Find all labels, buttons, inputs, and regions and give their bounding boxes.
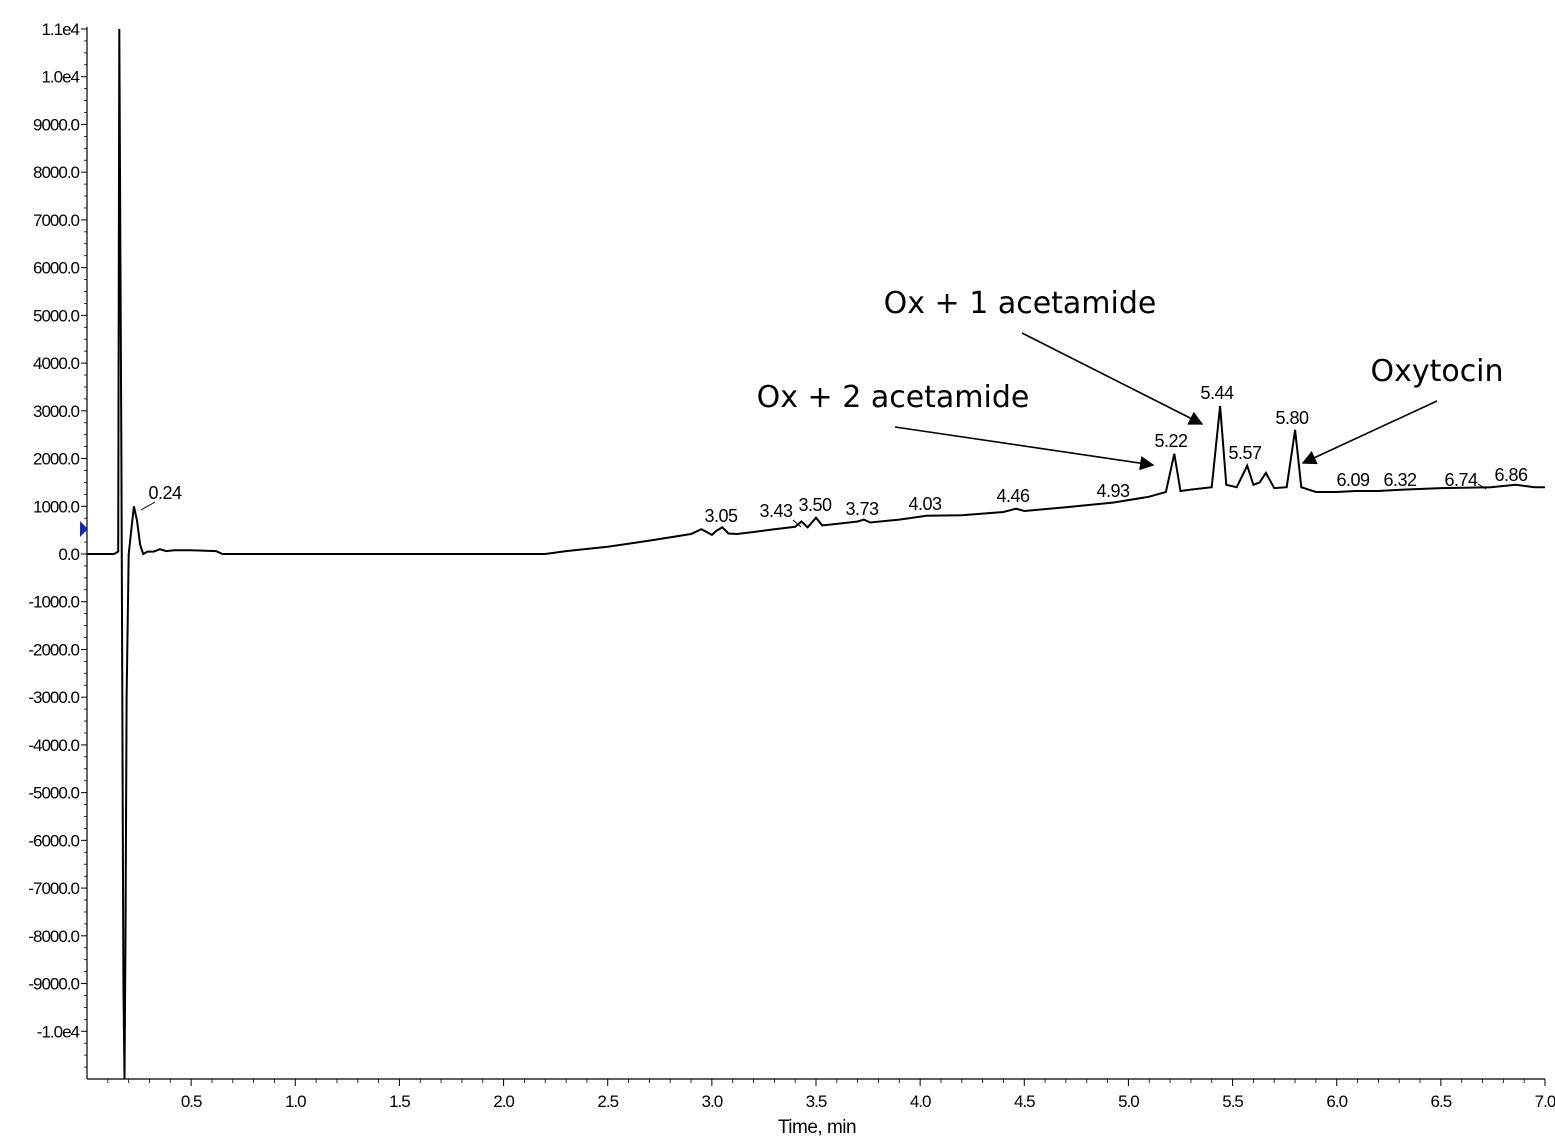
y-tick-label: 0.0 xyxy=(58,545,79,564)
x-tick-label: 0.5 xyxy=(181,1092,202,1111)
y-tick-label: 2000.0 xyxy=(33,450,80,469)
annotation-arrow xyxy=(894,426,1155,471)
annotation-arrow xyxy=(1301,400,1438,465)
y-tick-label: -7000.0 xyxy=(28,879,79,898)
x-tick-label: 1.5 xyxy=(389,1092,410,1111)
y-tick-label: 1000.0 xyxy=(33,497,80,516)
peak-label: 4.93 xyxy=(1096,481,1130,501)
peak-leader-line xyxy=(140,501,156,511)
x-tick-label: 3.0 xyxy=(702,1092,723,1111)
annotation-label: Ox + 1 acetamide xyxy=(884,286,1157,321)
y-tick-label: 1.1e4 xyxy=(41,20,79,39)
peak-label: 6.32 xyxy=(1383,470,1417,490)
annotation-label: Oxytocin xyxy=(1370,354,1503,389)
y-tick-label: 9000.0 xyxy=(33,115,80,134)
x-tick-label: 2.5 xyxy=(597,1092,618,1111)
x-axis: 0.5 1.0 1.5 2.0 2.5 3.0 3.5 4.0 4.5 5.0 5.5 6.0 6.5 7… xyxy=(87,1078,1555,1111)
y-tick-label: 8000.0 xyxy=(33,163,80,182)
baseline-marker-icon xyxy=(80,521,88,537)
peak-label: 4.46 xyxy=(996,486,1030,506)
y-axis: 1.1e4 1.0e4 9000.0 8000.0 7000.0 6000.0 5000.0… xyxy=(28,20,88,1079)
peak-leader-line xyxy=(792,519,802,528)
x-tick-label: 2.0 xyxy=(493,1092,514,1111)
chromatogram-trace xyxy=(87,28,1545,1080)
x-axis-title: Time, min xyxy=(778,1117,856,1138)
y-tick-label: -5000.0 xyxy=(28,784,79,803)
peak-label: 3.05 xyxy=(704,506,738,526)
x-tick-label: 5.0 xyxy=(1118,1092,1139,1111)
y-tick-label: -4000.0 xyxy=(28,736,79,755)
x-tick-label: 4.5 xyxy=(1014,1092,1035,1111)
peak-label: 5.80 xyxy=(1275,408,1309,428)
peak-leader-line xyxy=(1477,483,1487,490)
peak-label: 3.43 xyxy=(759,501,793,521)
x-tick-label: 7.0 xyxy=(1535,1092,1555,1111)
peak-label: 4.03 xyxy=(908,494,942,514)
y-tick-label: -8000.0 xyxy=(28,927,79,946)
peak-label: 6.74 xyxy=(1444,470,1478,490)
peak-label: 6.09 xyxy=(1336,470,1370,490)
annotation-label: Ox + 2 acetamide xyxy=(757,380,1030,415)
y-tick-label: -2000.0 xyxy=(28,640,79,659)
peak-label: 3.50 xyxy=(798,495,832,515)
y-tick-label: 7000.0 xyxy=(33,211,80,230)
peak-labels: 0.24 3.05 3.43 3.50 3.73 4.03 4.46 4.93 5.22 5.44… xyxy=(140,383,1528,528)
y-tick-label: 6000.0 xyxy=(33,259,80,278)
x-tick-label: 6.5 xyxy=(1431,1092,1452,1111)
y-tick-label: -1.0e4 xyxy=(37,1022,80,1041)
y-tick-label: 4000.0 xyxy=(33,354,80,373)
y-tick-label: -9000.0 xyxy=(28,975,79,994)
peak-label: 0.24 xyxy=(148,483,182,503)
x-tick-label: 5.5 xyxy=(1222,1092,1243,1111)
y-tick-label: -3000.0 xyxy=(28,688,79,707)
x-tick-label: 4.0 xyxy=(910,1092,931,1111)
annotations: Ox + 1 acetamide Ox + 2 acetamide Oxytocin xyxy=(757,286,1504,471)
peak-label: 3.73 xyxy=(845,499,879,519)
x-tick-label: 1.0 xyxy=(285,1092,306,1111)
peak-label: 5.44 xyxy=(1200,383,1234,403)
annotation-arrow xyxy=(1021,332,1204,425)
y-tick-label: 5000.0 xyxy=(33,306,80,325)
peak-label: 5.57 xyxy=(1228,443,1262,463)
y-tick-label: 3000.0 xyxy=(33,402,80,421)
peak-label: 5.22 xyxy=(1154,431,1188,451)
y-tick-label: -1000.0 xyxy=(28,593,79,612)
x-tick-label: 6.0 xyxy=(1326,1092,1347,1111)
x-tick-label: 3.5 xyxy=(806,1092,827,1111)
y-tick-label: -6000.0 xyxy=(28,831,79,850)
y-tick-label: 1.0e4 xyxy=(41,68,79,87)
peak-label: 6.86 xyxy=(1494,465,1528,485)
